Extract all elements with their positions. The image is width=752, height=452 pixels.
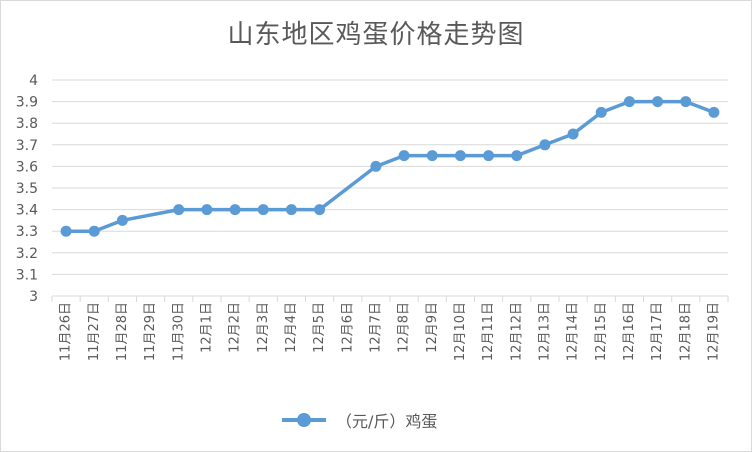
x-tick-label: 12月13日 [537,302,552,361]
data-point [314,204,326,216]
x-tick-label: 12月16日 [622,302,637,361]
data-point [680,96,692,108]
data-point [285,204,297,216]
data-point [60,225,72,237]
x-tick-label: 12月1日 [199,302,214,353]
x-tick-label: 12月15日 [594,302,609,361]
x-tick-label: 12月17日 [650,302,665,361]
y-tick-label: 3 [29,289,38,305]
x-tick-label: 12月9日 [425,302,440,353]
data-point [398,150,410,162]
data-point [116,214,128,226]
x-tick-label: 11月28日 [115,302,130,361]
data-point [173,204,185,216]
x-tick-label: 12月2日 [228,302,243,353]
x-tick-label: 12月19日 [706,302,721,361]
y-tick-label: 3.6 [16,159,38,175]
y-tick-label: 3.7 [16,138,38,154]
data-point [370,160,382,172]
data-point [595,106,607,118]
series-line [66,99,715,233]
y-tick-label: 3.3 [16,224,38,240]
x-tick-label: 12月11日 [481,302,496,361]
y-tick-label: 3.8 [16,116,38,132]
data-point [623,96,635,108]
legend: （元/斤）鸡蛋 [282,408,437,432]
y-tick-label: 3.5 [16,181,38,197]
data-point [483,150,495,162]
x-tick-label: 11月26日 [59,302,74,361]
x-tick-label: 12月14日 [566,302,581,361]
y-tick-label: 3.9 [16,95,38,111]
data-point [88,225,100,237]
x-tick-label: 11月29日 [143,302,158,361]
data-point [539,139,551,151]
data-point [201,204,213,216]
x-tick-label: 12月18日 [678,302,693,361]
data-point [229,204,241,216]
chart-title: 山东地区鸡蛋价格走势图 [227,20,525,50]
x-tick-label: 11月27日 [87,302,102,361]
data-point [708,106,720,118]
x-tick-label: 12月5日 [312,302,327,353]
y-tick-label: 3.4 [16,203,38,219]
legend-swatch [282,413,326,427]
x-tick-label: 11月30日 [171,302,186,361]
x-tick-label: 12月12日 [509,302,524,361]
legend-label: （元/斤）鸡蛋 [336,412,438,431]
y-tick-label: 3.2 [16,246,38,262]
x-tick-label: 12月3日 [256,302,271,353]
y-tick-label: 4 [29,73,38,89]
x-tick-label: 12月10日 [453,302,468,361]
x-tick-label: 12月7日 [368,302,383,353]
data-point [454,150,466,162]
data-point [652,96,664,108]
x-tick-label: 12月6日 [340,302,355,353]
data-point [257,204,269,216]
data-point [567,128,579,140]
data-point [426,150,438,162]
x-tick-label: 12月4日 [284,302,299,353]
data-point [511,150,523,162]
x-tick-label: 12月8日 [397,302,412,353]
y-tick-label: 3.1 [16,267,38,283]
